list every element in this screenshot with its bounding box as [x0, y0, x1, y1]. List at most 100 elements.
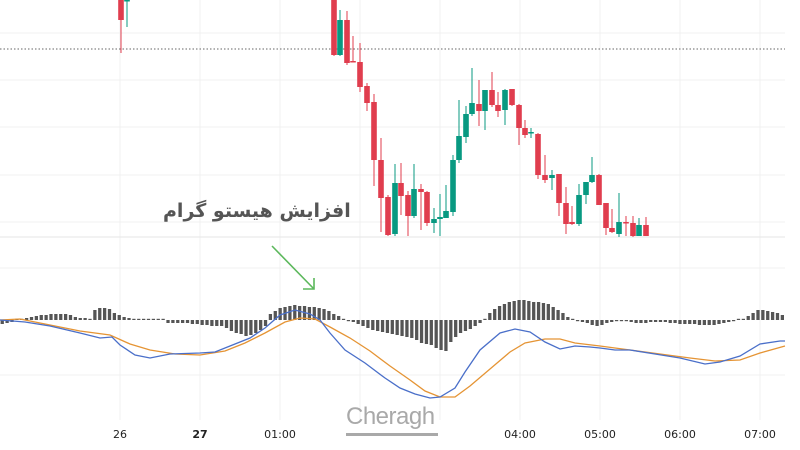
- histogram-bar: [663, 320, 667, 322]
- histogram-bar: [356, 320, 360, 324]
- candle: [623, 216, 629, 236]
- histogram-bar: [137, 318, 141, 320]
- candle: [378, 138, 384, 232]
- candle: [431, 208, 437, 233]
- histogram-bar: [707, 320, 711, 325]
- histogram-bar: [166, 320, 170, 323]
- histogram-bar: [239, 320, 243, 334]
- histogram-bar: [151, 318, 156, 320]
- candle: [636, 218, 642, 236]
- watermark-underline: [346, 433, 438, 436]
- candle: [398, 163, 404, 215]
- histogram-bar: [673, 320, 677, 323]
- histogram-bar: [532, 302, 536, 320]
- histogram-bar: [668, 320, 672, 323]
- histogram-bar: [234, 320, 238, 333]
- histogram-bar: [517, 300, 521, 320]
- histogram-bar: [390, 320, 394, 334]
- histogram-bar: [424, 320, 429, 344]
- candle: [469, 68, 475, 116]
- histogram-bar: [507, 302, 511, 320]
- histogram-bar: [736, 318, 741, 320]
- histogram-bar: [34, 316, 39, 320]
- histogram-bar: [49, 314, 53, 320]
- histogram-bar: [385, 320, 390, 333]
- histogram-bar: [98, 308, 102, 320]
- candle: [528, 128, 534, 138]
- histogram-bar: [24, 318, 29, 320]
- histogram-bar: [293, 305, 297, 320]
- histogram-bar: [605, 320, 609, 323]
- histogram-bar: [644, 320, 648, 323]
- candle: [331, 0, 337, 56]
- candle: [583, 182, 589, 204]
- candle: [589, 157, 595, 183]
- histogram-bar: [561, 313, 565, 320]
- histogram-bar: [571, 318, 575, 320]
- histogram-bar: [493, 309, 497, 320]
- histogram-bar: [478, 320, 482, 323]
- histogram-bar: [522, 300, 526, 320]
- histogram-bar: [366, 320, 370, 328]
- candle: [424, 191, 430, 226]
- histogram-bar: [102, 308, 107, 320]
- histogram-bar: [176, 320, 180, 323]
- macd-line: [0, 309, 785, 399]
- histogram-bar: [63, 314, 68, 320]
- histogram-bar: [127, 318, 131, 320]
- histogram-bar: [415, 320, 419, 340]
- histogram-bar: [439, 320, 443, 350]
- histogram-bar: [263, 320, 268, 326]
- histogram-bar: [541, 303, 546, 320]
- candle: [443, 185, 449, 218]
- histogram-bar: [658, 320, 663, 322]
- candle: [482, 90, 488, 130]
- histogram-bar: [68, 315, 73, 320]
- histogram-bar: [346, 320, 351, 322]
- watermark-logo: Cheragh: [346, 403, 435, 430]
- histogram-bar: [653, 320, 658, 322]
- histogram-bar: [54, 314, 58, 320]
- candle: [450, 155, 456, 216]
- histogram-bar: [224, 320, 229, 328]
- histogram-bar: [337, 316, 341, 320]
- histogram-bar: [268, 314, 273, 320]
- histogram-bar: [775, 313, 780, 320]
- histogram-bar: [463, 320, 468, 331]
- histogram-bar: [449, 320, 453, 342]
- histogram-bar: [312, 307, 316, 320]
- histogram-bar: [756, 310, 760, 320]
- candle: [609, 209, 615, 233]
- histogram-bar: [141, 318, 146, 320]
- candle: [516, 104, 522, 145]
- candle: [616, 193, 622, 237]
- histogram-bar: [341, 318, 346, 320]
- histogram-bar: [473, 320, 477, 326]
- histogram-bar: [44, 315, 48, 320]
- histogram-bar: [78, 318, 82, 320]
- histogram-bar: [419, 320, 424, 343]
- histogram-bar: [575, 320, 580, 322]
- histogram-bar: [0, 320, 4, 324]
- histogram-bar: [259, 320, 263, 330]
- histogram-bar: [444, 320, 448, 351]
- histogram-bar: [39, 315, 43, 320]
- histogram-bar: [458, 320, 463, 333]
- x-axis-label: 26: [113, 428, 127, 441]
- candle: [603, 203, 609, 235]
- histogram-bar: [717, 320, 721, 324]
- histogram-bar: [400, 320, 404, 336]
- histogram-bar: [205, 320, 209, 325]
- histogram-bar: [761, 310, 765, 320]
- candle: [405, 191, 411, 236]
- histogram-bar: [429, 320, 433, 345]
- candle: [576, 184, 582, 226]
- histogram-bar: [692, 320, 697, 324]
- histogram-bar: [117, 315, 121, 320]
- histogram-bar: [254, 320, 258, 333]
- candle: [489, 72, 495, 107]
- histogram-bar: [376, 320, 380, 331]
- histogram-bar: [683, 320, 687, 324]
- candle: [385, 195, 391, 236]
